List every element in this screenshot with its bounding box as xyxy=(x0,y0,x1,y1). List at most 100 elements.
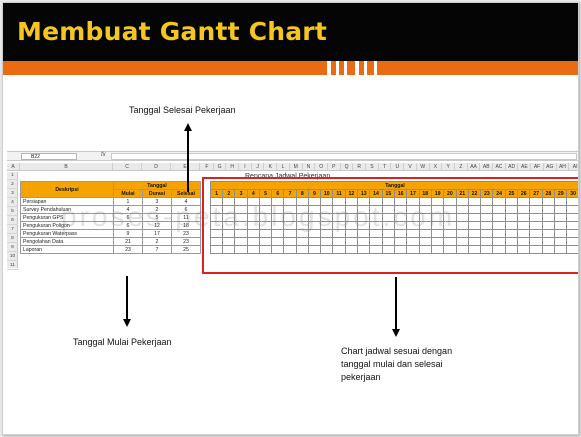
gantt-cell[interactable] xyxy=(393,245,408,254)
header-durasi: Durasi xyxy=(142,189,172,198)
task-durasi[interactable]: 7 xyxy=(142,245,172,254)
gantt-row xyxy=(209,221,578,230)
fx-label: fx xyxy=(101,152,106,158)
column-header[interactable]: O xyxy=(315,163,328,171)
row-header[interactable]: 2 xyxy=(7,181,18,189)
column-header[interactable]: AI xyxy=(569,163,578,171)
column-header[interactable]: F xyxy=(201,163,214,171)
column-header[interactable]: K xyxy=(265,163,278,171)
row-headers: 1 2 3 4 5 6 7 8 9 10 11 xyxy=(7,172,18,270)
gantt-cell[interactable] xyxy=(566,245,578,254)
column-header[interactable]: AB xyxy=(480,163,494,171)
column-header[interactable]: L xyxy=(277,163,290,171)
column-header[interactable]: AC xyxy=(493,163,506,171)
table-row: Pengolahan Data 21 2 23 xyxy=(20,237,201,246)
gantt-cell[interactable] xyxy=(406,245,420,254)
gantt-cell[interactable] xyxy=(455,245,469,254)
header-mulai: Mulai xyxy=(113,189,143,198)
row-header[interactable]: 9 xyxy=(7,244,18,252)
column-header[interactable]: B xyxy=(20,163,113,171)
column-header[interactable]: T xyxy=(379,163,392,171)
row-header[interactable]: 10 xyxy=(7,253,18,261)
column-header[interactable]: E xyxy=(171,163,200,171)
note-tanggal-mulai: Tanggal Mulai Pekerjaan xyxy=(73,337,172,347)
band-stripe xyxy=(364,61,367,75)
row-header[interactable]: 5 xyxy=(7,208,18,216)
gantt-cell[interactable] xyxy=(381,245,395,254)
row-header[interactable]: 6 xyxy=(7,217,18,225)
band-stripe xyxy=(327,61,331,75)
gantt-cell[interactable] xyxy=(332,245,346,254)
task-selesai[interactable]: 25 xyxy=(171,245,201,254)
gantt-cell[interactable] xyxy=(554,245,568,254)
row-header[interactable]: 1 xyxy=(7,172,18,180)
note-chart: Chart jadwal sesuai dengan tanggal mulai… xyxy=(341,345,452,384)
row-header[interactable]: 3 xyxy=(7,190,18,198)
task-durasi[interactable]: 2 xyxy=(142,237,172,246)
band-stripe xyxy=(374,61,377,75)
column-header[interactable]: M xyxy=(290,163,303,171)
gantt-cell[interactable] xyxy=(430,245,445,254)
column-header[interactable]: U xyxy=(392,163,405,171)
column-header[interactable]: AA xyxy=(468,163,481,171)
gantt-cell[interactable] xyxy=(480,245,494,254)
gantt-cell[interactable] xyxy=(467,245,482,254)
note-chart-line: Chart jadwal sesuai dengan xyxy=(341,346,453,356)
note-chart-line: pekerjaan xyxy=(341,372,381,382)
name-box: B22 xyxy=(21,153,77,160)
arrow-chart xyxy=(395,277,397,330)
column-header[interactable]: R xyxy=(353,163,367,171)
gantt-highlight-box xyxy=(202,177,578,274)
column-header[interactable]: V xyxy=(404,163,417,171)
column-header[interactable]: I xyxy=(239,163,252,171)
task-name[interactable]: Pengolahan Data xyxy=(20,237,114,246)
column-header[interactable]: P xyxy=(328,163,341,171)
gantt-caption: Rencana Jadwal Pekerjaan xyxy=(245,173,331,180)
task-mulai[interactable]: 21 xyxy=(113,237,143,246)
column-header[interactable]: Z xyxy=(455,163,468,171)
gantt-cell[interactable] xyxy=(320,245,334,254)
column-header[interactable]: N xyxy=(303,163,316,171)
task-selesai[interactable]: 23 xyxy=(171,237,201,246)
arrow-down-head xyxy=(123,319,131,327)
row-header[interactable]: 4 xyxy=(7,199,18,207)
header-selesai: Selesai xyxy=(171,189,201,198)
formula-bar: B22 fx xyxy=(7,151,578,161)
column-header[interactable]: H xyxy=(226,163,240,171)
band-stripe xyxy=(344,61,347,75)
column-header[interactable]: AF xyxy=(531,163,544,171)
row-header[interactable]: 7 xyxy=(7,226,18,234)
row-header[interactable]: 8 xyxy=(7,235,18,243)
column-header[interactable]: W xyxy=(417,163,430,171)
column-header[interactable]: AG xyxy=(544,163,557,171)
gantt-cell[interactable] xyxy=(344,245,359,254)
column-header[interactable]: J xyxy=(252,163,265,171)
gantt-grid: Tanggal 1 2 3 4 5 6 7 8 9 10 11 12 13 14 15 16 17 18 19 20 2… xyxy=(209,181,578,254)
task-mulai[interactable]: 23 xyxy=(113,245,143,254)
gantt-cell[interactable] xyxy=(369,245,383,254)
task-name[interactable]: Laporan xyxy=(20,245,114,254)
gantt-cell[interactable] xyxy=(418,245,432,254)
formula-input xyxy=(111,153,577,160)
row-header[interactable]: 11 xyxy=(7,262,18,270)
column-header[interactable]: G xyxy=(214,163,227,171)
gantt-cell[interactable] xyxy=(443,245,457,254)
watermark: proses-peta.blogspot.com xyxy=(61,201,456,232)
header-deskripsi: Deskripsi xyxy=(20,181,114,198)
column-header[interactable]: S xyxy=(366,163,379,171)
column-header[interactable]: AE xyxy=(519,163,532,171)
column-header[interactable]: Q xyxy=(341,163,354,171)
column-header[interactable]: C xyxy=(113,163,142,171)
column-header[interactable]: AH xyxy=(557,163,570,171)
orange-band xyxy=(3,61,578,75)
column-header[interactable]: AD xyxy=(506,163,519,171)
note-chart-line: tanggal mulai dan selesai xyxy=(341,359,443,369)
gantt-cell[interactable] xyxy=(357,245,371,254)
column-header[interactable]: X xyxy=(430,163,443,171)
column-header[interactable]: A xyxy=(7,163,20,171)
gantt-row xyxy=(209,237,578,246)
gantt-cell[interactable] xyxy=(492,245,506,254)
column-header[interactable]: Y xyxy=(442,163,455,171)
arrow-mulai xyxy=(126,276,128,320)
column-header[interactable]: D xyxy=(142,163,171,171)
